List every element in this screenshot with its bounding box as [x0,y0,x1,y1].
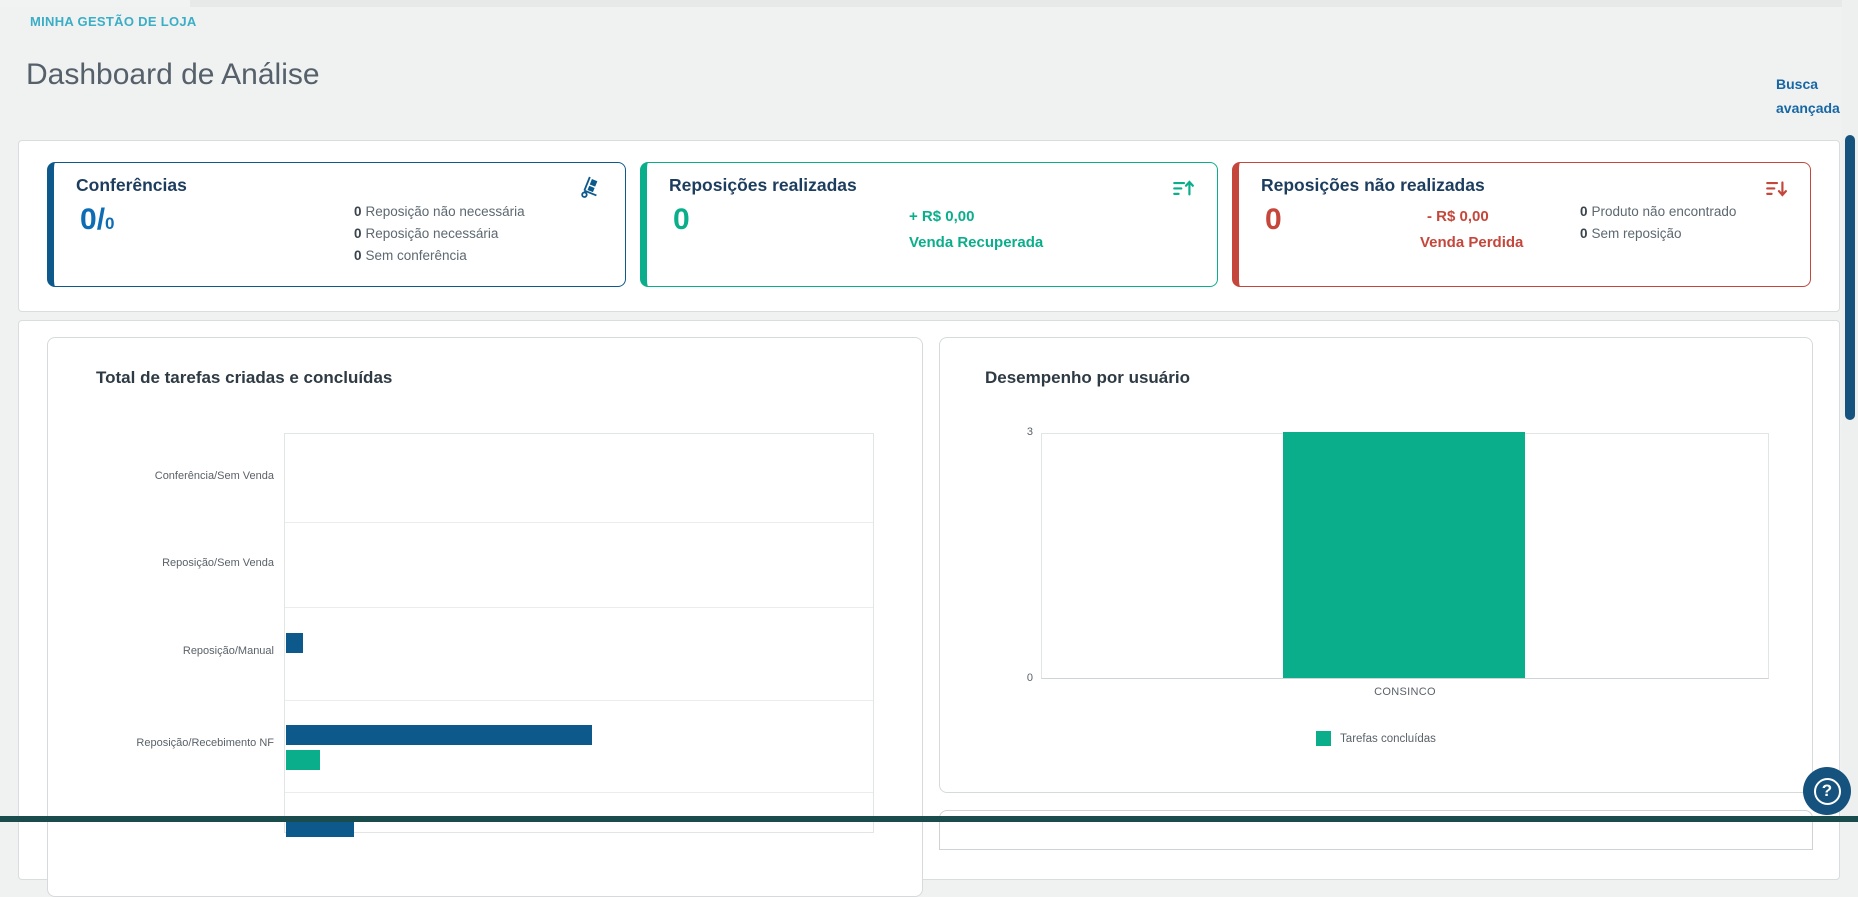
stat-card-reposicoes-realizadas[interactable]: Reposições realizadas 0 + R$ 0,00 Venda … [640,162,1218,287]
advanced-search-link[interactable]: Busca avançada [1776,76,1840,116]
page-title: Dashboard de Análise [26,58,320,91]
value-done: 0 [80,203,97,236]
stat-card-conferencias[interactable]: Conferências 0/0 0 Reposição não necessár… [47,162,626,287]
question-mark-icon: ? [1813,777,1841,805]
category-label: Conferência/Sem Venda [154,470,274,482]
stat-count: 0 [354,248,362,263]
stat-card-title: Reposições não realizadas [1261,175,1485,195]
value-separator: / [96,203,106,236]
stat-count: 0 [354,204,362,219]
chart-card-desempenho-usuario: Desempenho por usuário 3 0 CONSINCO Tare… [939,337,1813,793]
bar-tarefas-concluidas [1283,432,1525,678]
scrollbar-thumb[interactable] [1845,135,1855,420]
help-button[interactable]: ? [1803,767,1851,815]
chart-legend: Tarefas concluídas [940,731,1812,746]
stat-list: 0 Produto não encontrado 0 Sem reposição [1580,204,1736,248]
stat-row: 0 Produto não encontrado [1580,204,1736,219]
chart-title: Desempenho por usuário [985,368,1190,387]
stat-row: 0 Reposição não necessária [354,204,525,219]
top-edge-strip [0,0,1858,7]
stat-card-title: Conferências [76,175,187,195]
hand-truck-icon [581,176,598,198]
stat-label: Sem reposição [1591,226,1682,241]
stat-list: 0 Reposição não necessária 0 Reposição nec… [354,204,525,270]
gridline [285,700,873,701]
amount-value: - R$ 0,00 [1427,208,1489,225]
legend-swatch [1316,731,1332,746]
amount-label: Venda Recuperada [909,234,1044,251]
stat-card-title: Reposições realizadas [669,175,857,195]
stat-label: Produto não encontrado [1591,204,1737,219]
stat-card-value: 0/0 [80,203,115,237]
category-label: Reposição/Manual [182,645,274,657]
chart-card-total-tarefas: Total de tarefas criadas e concluídas Co… [47,337,923,897]
gridline [285,792,873,793]
sort-amount-up-icon [1173,180,1194,196]
amount-label: Venda Perdida [1420,234,1524,251]
amount-value: + R$ 0,00 [909,208,975,225]
bottom-edge-bar [0,816,1858,822]
stat-label: Reposição necessária [365,226,499,241]
stat-count: 0 [1580,226,1588,241]
stat-row: 0 Sem conferência [354,248,525,263]
gridline [285,607,873,608]
y-tick-max: 3 [1026,426,1033,438]
stat-row: 0 Sem reposição [1580,226,1736,241]
stat-count: 0 [1580,204,1588,219]
stat-label: Reposição não necessária [365,204,525,219]
category-label: Reposição/Recebimento NF [136,737,274,749]
stat-card-value: 0 [673,203,690,236]
category-label: Reposição/Sem Venda [162,557,274,569]
bar-criadas [286,633,303,653]
bar-criadas [286,725,592,745]
x-category-label: CONSINCO [1374,686,1436,698]
vertical-bar-plot [1041,432,1769,679]
y-tick-min: 0 [1026,672,1033,684]
chart-title: Total de tarefas criadas e concluídas [96,368,393,387]
top-edge-tab [0,0,190,7]
legend-label: Tarefas concluídas [1340,732,1436,745]
horizontal-bar-plot [284,433,874,837]
stat-row: 0 Reposição necessária [354,226,525,241]
stat-card-reposicoes-nao-realizadas[interactable]: Reposições não realizadas 0 - R$ 0,00 Ve… [1232,162,1811,287]
stat-card-value: 0 [1265,203,1282,236]
stat-label: Sem conferência [365,248,467,263]
value-total: 0 [105,214,115,233]
stat-count: 0 [354,226,362,241]
bar-concluidas [286,750,320,770]
sort-amount-down-icon [1766,181,1787,197]
breadcrumb[interactable]: MINHA GESTÃO DE LOJA [30,14,197,29]
gridline [285,522,873,523]
